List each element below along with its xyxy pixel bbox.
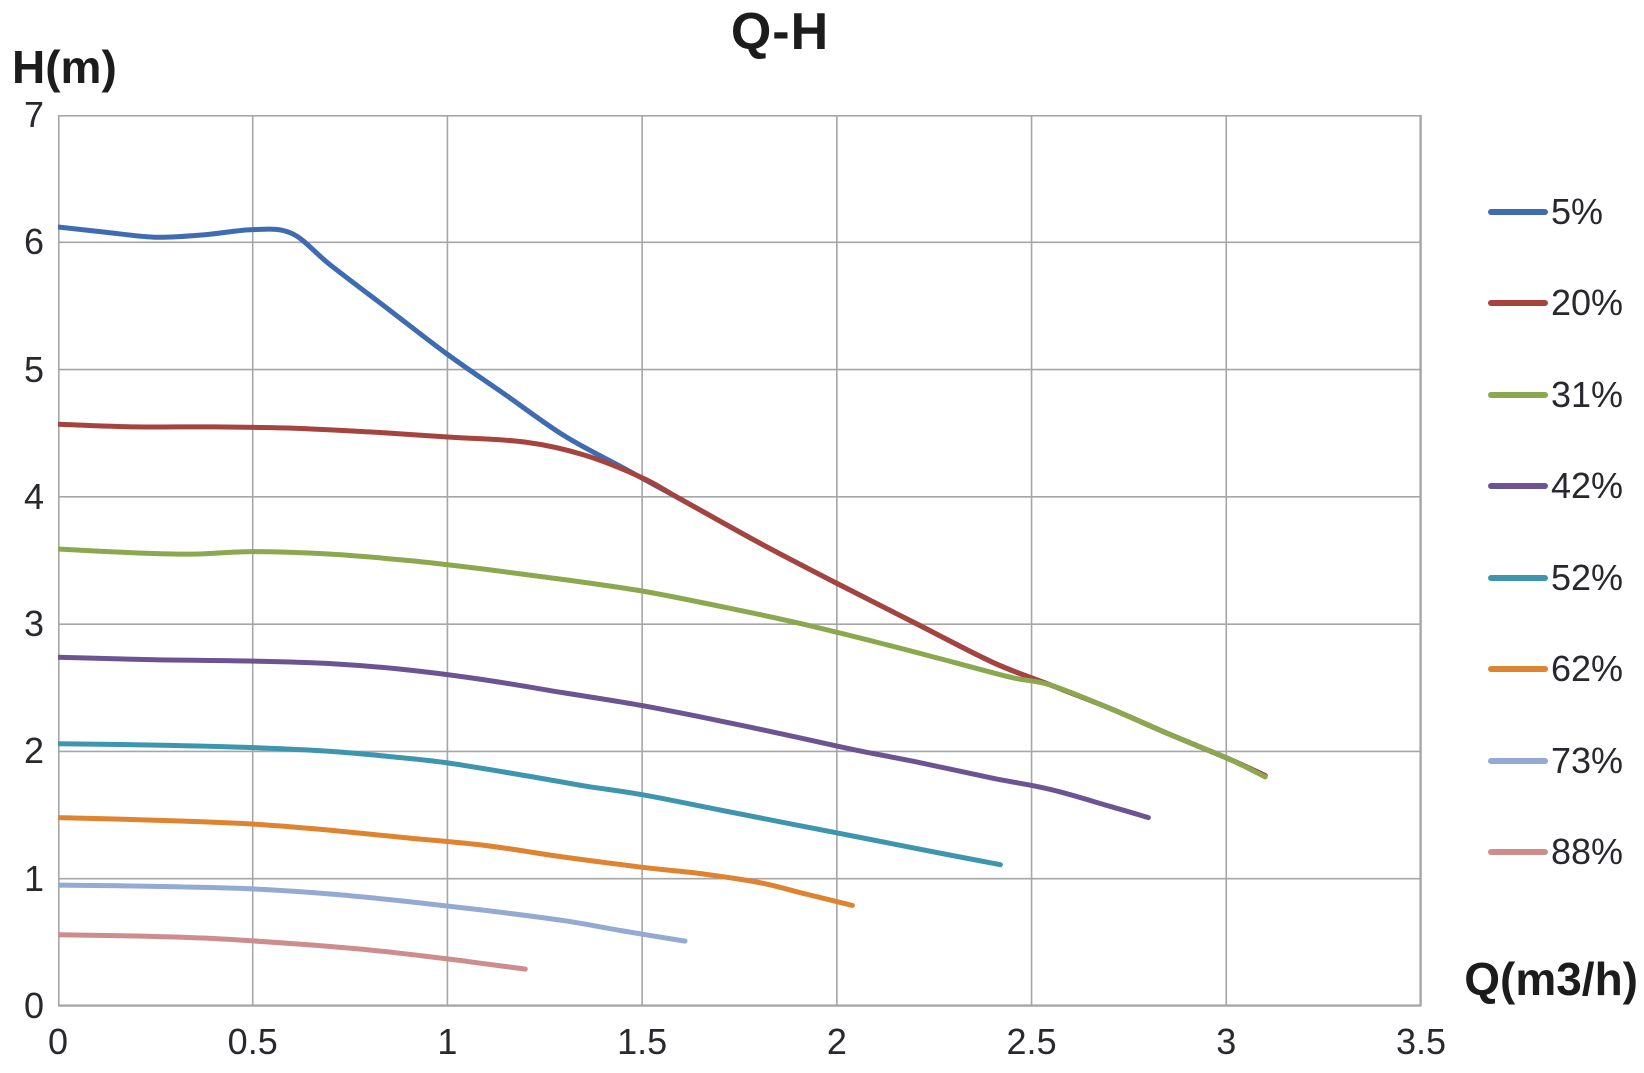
series-line-73% — [58, 882, 688, 944]
series-line-88% — [58, 932, 528, 972]
series-line-42% — [58, 654, 1151, 821]
legend-item-31%: 31% — [1488, 349, 1644, 441]
x-tick-label: 3 — [1216, 1021, 1237, 1062]
y-tick-label: 7 — [23, 94, 44, 135]
legend-label: 31% — [1551, 373, 1624, 415]
y-tick-label: 3 — [23, 603, 44, 645]
legend-label: 88% — [1551, 831, 1624, 873]
legend-line-swatch — [1488, 391, 1548, 398]
y-axis-title: H(m) — [12, 41, 117, 93]
x-tick-label: 0.5 — [227, 1021, 278, 1062]
x-axis-title: Q(m3/h) — [1464, 953, 1638, 1005]
x-tick-label: 1.5 — [617, 1021, 668, 1062]
legend-item-20%: 20% — [1488, 258, 1644, 350]
x-tick-label: 3.5 — [1395, 1021, 1447, 1062]
series-line-20% — [58, 421, 1268, 779]
x-tick-label: 1 — [437, 1021, 458, 1062]
series-line-62% — [58, 815, 855, 908]
x-tick-label: 2 — [826, 1021, 847, 1062]
legend-line-swatch — [1488, 300, 1548, 307]
legend-label: 5% — [1551, 190, 1604, 232]
legend-item-52%: 52% — [1488, 532, 1644, 624]
y-tick-label: 6 — [23, 221, 44, 263]
legend-line-swatch — [1488, 208, 1548, 215]
plot-border — [58, 115, 1422, 1007]
series-line-31% — [58, 546, 1268, 780]
legend-label: 73% — [1551, 739, 1624, 781]
legend-line-swatch — [1488, 757, 1548, 764]
legend-line-swatch — [1488, 574, 1548, 581]
legend-item-62%: 62% — [1488, 624, 1644, 716]
chart-title: Q-H — [730, 3, 830, 61]
y-tick-label: 0 — [23, 985, 44, 1026]
legend-item-42%: 42% — [1488, 441, 1644, 533]
legend-line-swatch — [1488, 666, 1548, 673]
legend-item-5%: 5% — [1488, 166, 1644, 258]
legend-line-swatch — [1488, 849, 1548, 856]
x-tick-label: 0 — [47, 1021, 69, 1062]
series-line-5% — [58, 224, 1268, 779]
legend-line-swatch — [1488, 483, 1548, 490]
legend-label: 20% — [1551, 282, 1624, 324]
legend-label: 62% — [1551, 648, 1624, 690]
legend: 5% 20% 31% 42% 52% 62% 73% 88% — [1488, 166, 1644, 898]
y-tick-label: 2 — [23, 730, 44, 772]
y-tick-label: 4 — [23, 475, 44, 517]
legend-label: 42% — [1551, 465, 1624, 507]
y-tick-label: 1 — [23, 857, 44, 899]
legend-item-88%: 88% — [1488, 807, 1644, 899]
y-tick-label: 5 — [23, 348, 44, 390]
plot-area — [58, 115, 1422, 1007]
legend-label: 52% — [1551, 556, 1624, 598]
legend-item-73%: 73% — [1488, 715, 1644, 807]
series-line-52% — [58, 741, 1003, 868]
x-tick-label: 2.5 — [1006, 1021, 1057, 1062]
